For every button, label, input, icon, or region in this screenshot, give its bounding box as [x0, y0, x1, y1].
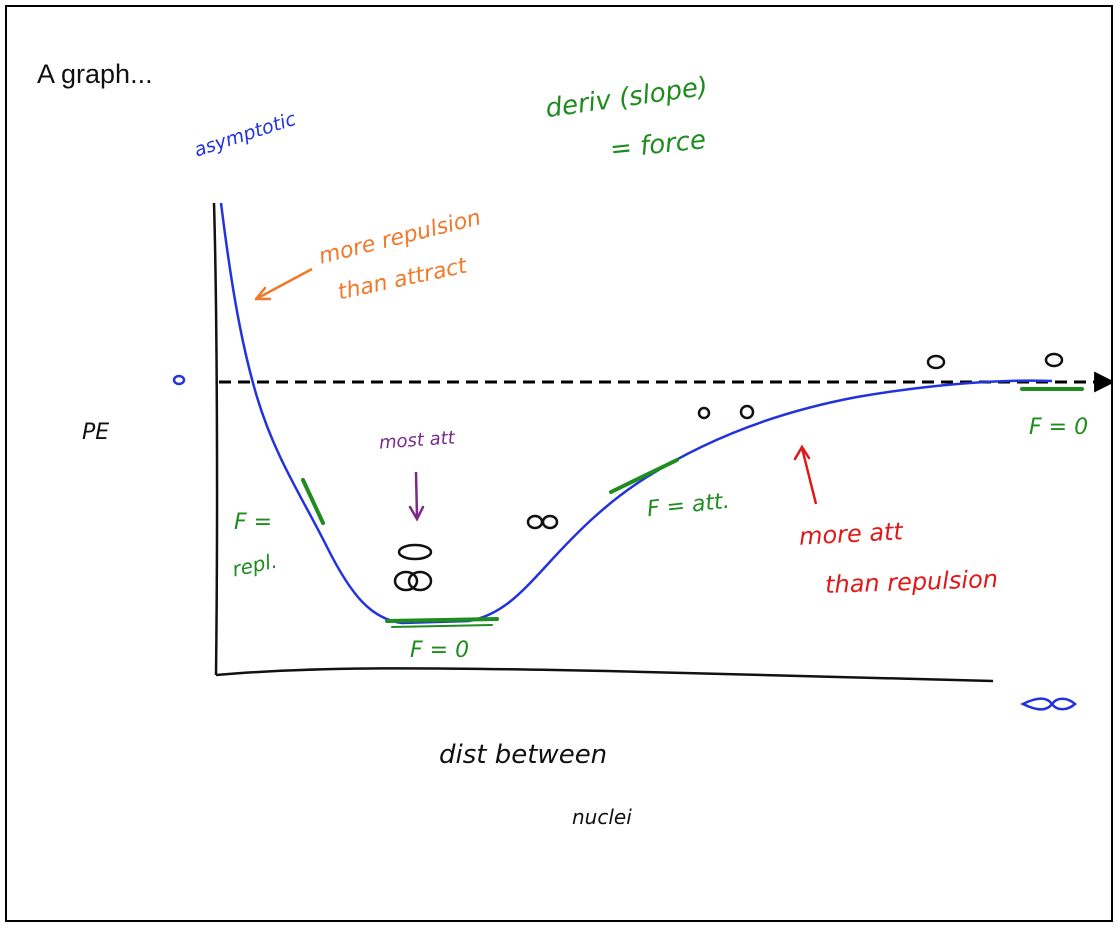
atoms-overlapping-a [393, 570, 419, 592]
atoms-far-b [1044, 352, 1064, 368]
potential-energy-diagram [172, 202, 1111, 711]
atom-pictograms [393, 352, 1064, 592]
f-zero-right: F = 0 [1029, 415, 1089, 440]
x-axis-label-line2: nuclei [572, 805, 632, 829]
atoms-overlapping-b [407, 570, 433, 592]
atoms-close-b [541, 514, 559, 530]
most-att-arrow [414, 471, 419, 518]
f-zero-bottom: F = 0 [410, 638, 470, 663]
slide-canvas: A graph... [5, 5, 1113, 922]
atoms-mid-b [739, 404, 755, 420]
repulsion-arrow [255, 267, 313, 301]
infinity-drawn [1020, 697, 1077, 711]
potential-energy-curve [219, 202, 1053, 625]
atoms-far-a [926, 354, 946, 370]
pe-axis-label: PE [82, 420, 110, 445]
atoms-overlapping-top [397, 543, 433, 561]
more-att-line1: more att [798, 517, 904, 551]
tangent-minimum [385, 617, 499, 623]
y-axis [212, 202, 219, 676]
more-att-arrow [800, 447, 818, 505]
tangent-marks [301, 387, 1084, 628]
atoms-mid-a [697, 406, 711, 420]
tangent-attractive [609, 458, 679, 494]
page-title: A graph... [37, 59, 153, 89]
x-axis-label-line1: dist between [439, 740, 608, 770]
most-att-label: most att [378, 427, 456, 454]
tangent-minimum-2 [391, 624, 493, 628]
f-repl-line1: F = [234, 510, 273, 535]
more-att-line2: than repulsion [824, 564, 999, 600]
tangent-repulsive [301, 478, 325, 525]
zero-left-drawn [172, 374, 186, 386]
atoms-close-a [526, 514, 544, 530]
x-axis [215, 667, 994, 683]
